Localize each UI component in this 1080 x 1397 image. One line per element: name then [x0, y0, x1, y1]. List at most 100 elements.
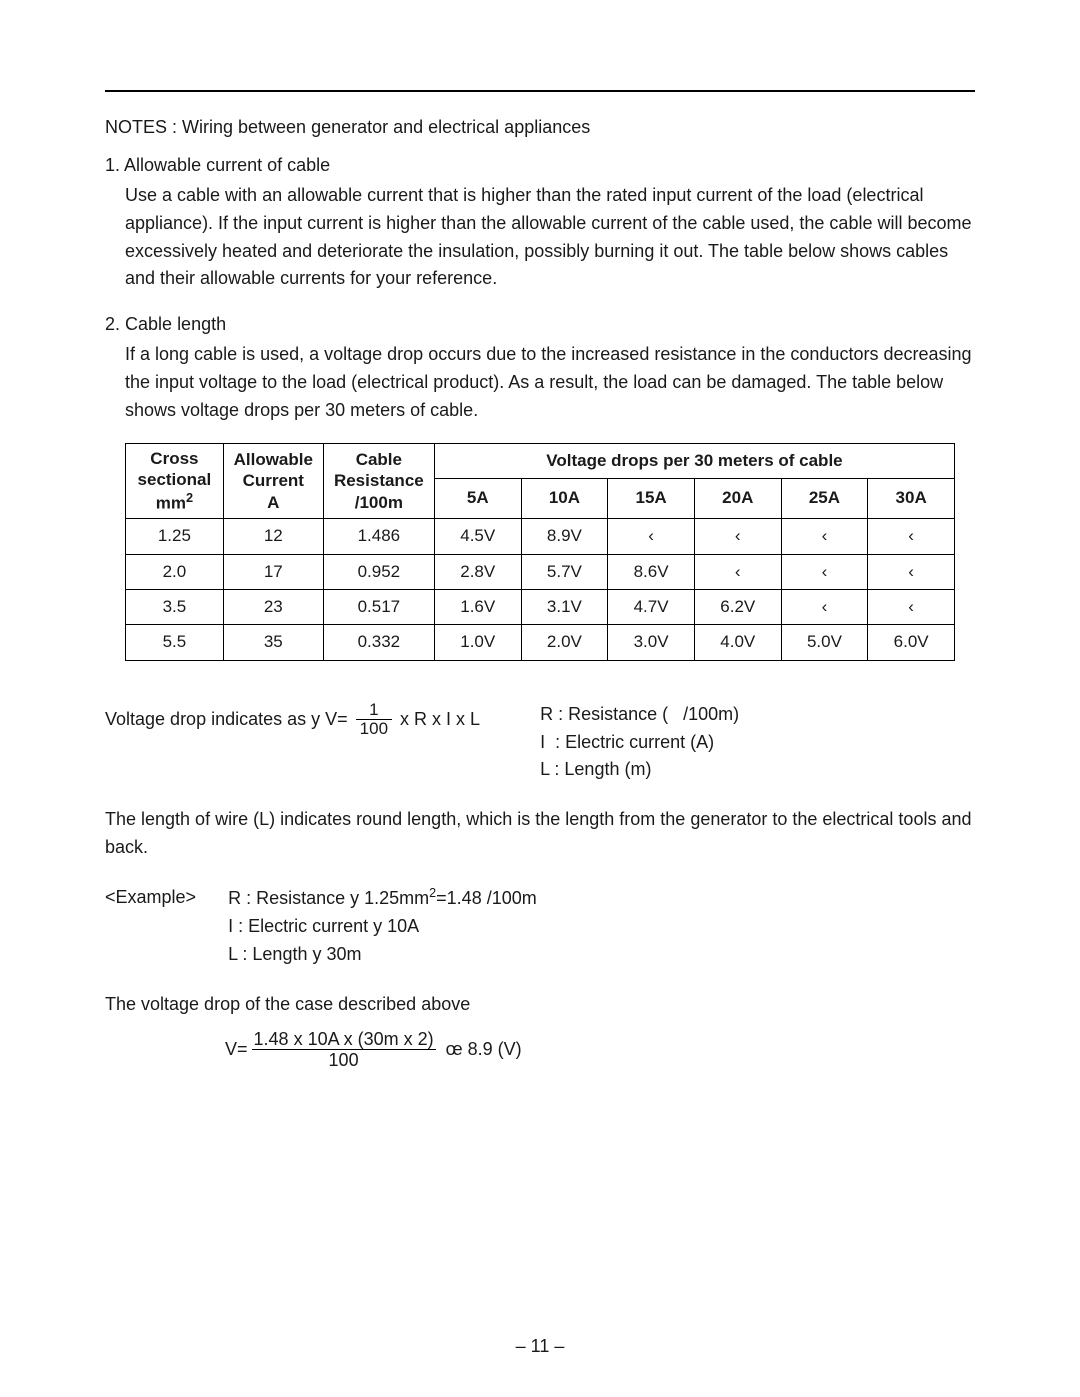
cell-ac: 12	[223, 519, 323, 554]
cell-cr: 0.952	[323, 554, 434, 589]
cell-10a: 5.7V	[521, 554, 608, 589]
calc-fraction-top: 1.48 x 10A x (30m x 2)	[252, 1029, 436, 1051]
example-i-line: I : Electric current y 10A	[228, 913, 537, 941]
note-1-number: 1.	[105, 152, 120, 180]
note-1-title: Allowable current of cable	[124, 155, 330, 175]
table-row: 3.5 23 0.517 1.6V 3.1V 4.7V 6.2V ‹ ‹	[126, 590, 955, 625]
cell-5a: 1.0V	[434, 625, 521, 660]
voltage-drop-table: Cross sectional mm2 Allowable Current A …	[125, 443, 955, 661]
formula-legend: R : Resistance ( /100m) I : Electric cur…	[540, 701, 739, 785]
cell-ac: 17	[223, 554, 323, 589]
table-row: 1.25 12 1.486 4.5V 8.9V ‹ ‹ ‹ ‹	[126, 519, 955, 554]
note-1-body-text: Use a cable with an allowable current th…	[125, 182, 975, 294]
cell-15a: ‹	[608, 519, 695, 554]
formula-tail: x R x I x L	[394, 706, 480, 734]
calc-veq: V=	[225, 1036, 252, 1064]
th-allow-line2: Current	[243, 471, 304, 490]
formula-fraction: 1 100	[356, 701, 392, 739]
th-cable-line2: Resistance	[334, 471, 424, 490]
cell-25a: ‹	[781, 590, 868, 625]
cell-25a: ‹	[781, 554, 868, 589]
cell-10a: 3.1V	[521, 590, 608, 625]
cell-25a: 5.0V	[781, 625, 868, 660]
notes-title: NOTES : Wiring between generator and ele…	[105, 114, 975, 142]
example-label: <Example>	[105, 884, 228, 912]
page-number: – 11 –	[0, 1333, 1080, 1361]
formula-lead: Voltage drop indicates as y V=	[105, 706, 354, 734]
formula-r-line: R : Resistance ( /100m)	[540, 701, 739, 729]
table-row: 5.5 35 0.332 1.0V 2.0V 3.0V 4.0V 5.0V 6.…	[126, 625, 955, 660]
top-rule	[105, 90, 975, 92]
formula-l-line: L : Length (m)	[540, 756, 739, 784]
cell-30a: ‹	[868, 519, 955, 554]
th-5a: 5A	[434, 478, 521, 519]
calculation-row: V= 1.48 x 10A x (30m x 2) 100 œ 8.9 (V)	[105, 1029, 975, 1071]
th-cable-resistance: Cable Resistance /100m	[323, 443, 434, 518]
cell-cr: 1.486	[323, 519, 434, 554]
th-30a: 30A	[868, 478, 955, 519]
note-1: 1. Allowable current of cable Use a cabl…	[105, 152, 975, 293]
th-voltage-drops: Voltage drops per 30 meters of cable	[434, 443, 954, 478]
th-allowable-current: Allowable Current A	[223, 443, 323, 518]
formula-denominator: 100	[356, 719, 392, 739]
note-2-body: If a long cable is used, a voltage drop …	[105, 341, 975, 425]
cell-20a: 6.2V	[694, 590, 781, 625]
th-cross-line2: sectional	[138, 470, 212, 489]
cell-20a: ‹	[694, 519, 781, 554]
th-cross-unit-sup: 2	[186, 490, 193, 505]
cell-5a: 2.8V	[434, 554, 521, 589]
cell-20a: 4.0V	[694, 625, 781, 660]
example-l-line: L : Length y 30m	[228, 941, 537, 969]
example-r-line: R : Resistance y 1.25mm2=1.48 /100m	[228, 884, 537, 913]
th-10a: 10A	[521, 478, 608, 519]
th-cross-unit-pre: mm	[156, 494, 186, 513]
cell-cs: 5.5	[126, 625, 224, 660]
th-cable-line1: Cable	[356, 450, 402, 469]
cell-5a: 1.6V	[434, 590, 521, 625]
cell-10a: 8.9V	[521, 519, 608, 554]
th-cross-sectional: Cross sectional mm2	[126, 443, 224, 518]
th-cross-line1: Cross	[150, 449, 198, 468]
note-2-number: 2.	[105, 311, 120, 339]
formula-left: Voltage drop indicates as y V= 1 100 x R…	[105, 701, 480, 739]
cell-15a: 4.7V	[608, 590, 695, 625]
table-row: 2.0 17 0.952 2.8V 5.7V 8.6V ‹ ‹ ‹	[126, 554, 955, 589]
example-body: R : Resistance y 1.25mm2=1.48 /100m I : …	[228, 884, 537, 969]
note-2-body-text: If a long cable is used, a voltage drop …	[125, 341, 975, 425]
cell-cs: 1.25	[126, 519, 224, 554]
th-allow-unit: A	[267, 493, 279, 512]
cell-5a: 4.5V	[434, 519, 521, 554]
formula-numerator: 1	[369, 701, 378, 720]
cell-30a: 6.0V	[868, 625, 955, 660]
cell-cr: 0.332	[323, 625, 434, 660]
th-allow-line1: Allowable	[234, 450, 313, 469]
formula-i-line: I : Electric current (A)	[540, 729, 739, 757]
cell-25a: ‹	[781, 519, 868, 554]
cell-cs: 3.5	[126, 590, 224, 625]
cell-cs: 2.0	[126, 554, 224, 589]
note-2: 2. Cable length If a long cable is used,…	[105, 311, 975, 425]
cell-cr: 0.517	[323, 590, 434, 625]
calc-fraction: 1.48 x 10A x (30m x 2) 100	[252, 1029, 436, 1071]
voltage-drop-case-text: The voltage drop of the case described a…	[105, 991, 975, 1019]
cell-30a: ‹	[868, 554, 955, 589]
th-cable-unit: /100m	[355, 493, 403, 512]
th-20a: 20A	[694, 478, 781, 519]
formula-row: Voltage drop indicates as y V= 1 100 x R…	[105, 701, 975, 785]
cell-ac: 23	[223, 590, 323, 625]
calc-fraction-bot: 100	[327, 1050, 361, 1071]
cell-15a: 3.0V	[608, 625, 695, 660]
cell-10a: 2.0V	[521, 625, 608, 660]
th-15a: 15A	[608, 478, 695, 519]
cell-20a: ‹	[694, 554, 781, 589]
cell-ac: 35	[223, 625, 323, 660]
example-block: <Example> R : Resistance y 1.25mm2=1.48 …	[105, 884, 975, 969]
example-r-post: =1.48 /100m	[436, 888, 537, 908]
cell-15a: 8.6V	[608, 554, 695, 589]
example-r-pre: R : Resistance y 1.25mm	[228, 888, 429, 908]
cell-30a: ‹	[868, 590, 955, 625]
note-1-body: Use a cable with an allowable current th…	[105, 182, 975, 294]
calc-approx: œ 8.9 (V)	[436, 1036, 522, 1064]
th-25a: 25A	[781, 478, 868, 519]
wire-length-note: The length of wire (L) indicates round l…	[105, 806, 975, 862]
